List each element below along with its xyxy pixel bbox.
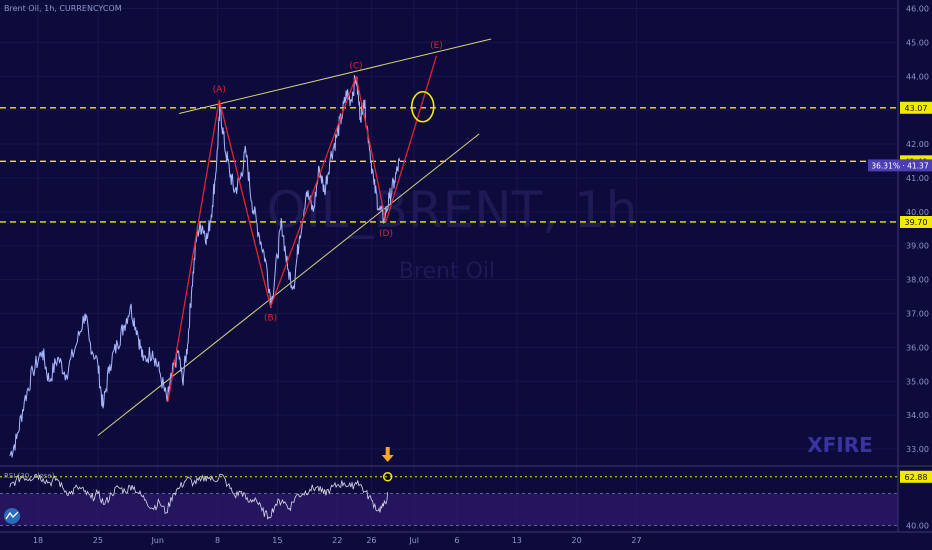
watermark-ticker: OIL_BRENT, 1h [267,181,638,239]
wave-label-a: (A) [213,85,226,95]
time-tick-label: 20 [572,536,582,545]
wave-segment [218,99,272,307]
price-tick-label: 40.00 [906,208,929,217]
wave-segment [355,76,387,223]
target-marker [410,90,435,123]
wave-label-c: (C) [349,61,362,71]
rsi-label: RSI (30, close) [4,472,55,480]
watermark-name: Brent Oil [399,259,495,284]
time-axis[interactable]: 18 25 Jun 8 15 22 26 Jul 6 13 20 27 [33,536,642,545]
price-tick-label: 37.00 [906,309,929,318]
time-tick-label: 18 [33,536,43,545]
rsi-level-label: 40.00 [906,522,929,531]
level-badge-label: 43.07 [905,104,928,113]
down-arrow-icon [381,447,394,462]
chart-grid [0,0,932,533]
wave-label-e: (E) [430,41,443,51]
watermark-brand: XFIRE [807,433,873,457]
price-tick-label: 38.00 [906,276,929,285]
price-tick-label: 39.00 [906,242,929,251]
current-price-badge [868,159,932,172]
wave-segment [385,55,438,223]
price-tick-label: 34.00 [906,411,929,420]
time-tick-label: 27 [631,536,641,545]
logo-mark [5,511,19,520]
time-tick-label: 13 [512,536,522,545]
price-tick-label: 46.00 [906,4,929,13]
tradingview-logo-icon[interactable] [4,508,20,524]
wave-segment [167,99,220,402]
time-tick-label: 15 [272,536,282,545]
wave-segment [269,76,357,307]
price-line [9,75,401,458]
wave-label-b: (B) [264,314,277,324]
price-tick-label: 42.00 [906,140,929,149]
time-tick-label: 8 [215,536,220,545]
price-tick-label: 44.00 [906,72,929,81]
target-circle [410,90,435,123]
rsi-line [9,473,389,520]
price-tick-label: 35.00 [906,377,929,386]
rsi-value-label: 62.88 [905,473,928,482]
rsi-value-badge [900,470,932,483]
wave-label-d: (D) [379,229,393,239]
level-badge-label: 39.70 [905,218,928,227]
price-tick-label: 33.00 [906,445,929,454]
wave-count: (A) (B) (C) (D) (E) [167,41,443,402]
time-tick-label: Jun [150,536,164,545]
time-tick-label: 26 [366,536,376,545]
level-badge [900,101,932,114]
price-tick-label: 41.00 [906,174,929,183]
time-tick-label: 25 [93,536,103,545]
level-badge [900,215,932,228]
symbol-title: Brent Oil, 1h, CURRENCYCOM [4,4,122,13]
rsi-circle [382,472,393,482]
price-tick-label: 36.00 [906,343,929,352]
current-price-label: 36.31% · 41.37 [871,161,928,170]
time-tick-label: 6 [454,536,459,545]
rsi-band [0,493,898,526]
rsi-pane: RSI (30, close) [0,447,898,526]
time-tick-label: 22 [332,536,342,545]
price-axis[interactable]: 33.00 34.00 35.00 36.00 37.00 38.00 39.00 40.00… [906,4,929,454]
time-tick-label: Jul [408,536,419,545]
price-tick-label: 45.00 [906,38,929,47]
trend-line-upper [178,38,492,115]
